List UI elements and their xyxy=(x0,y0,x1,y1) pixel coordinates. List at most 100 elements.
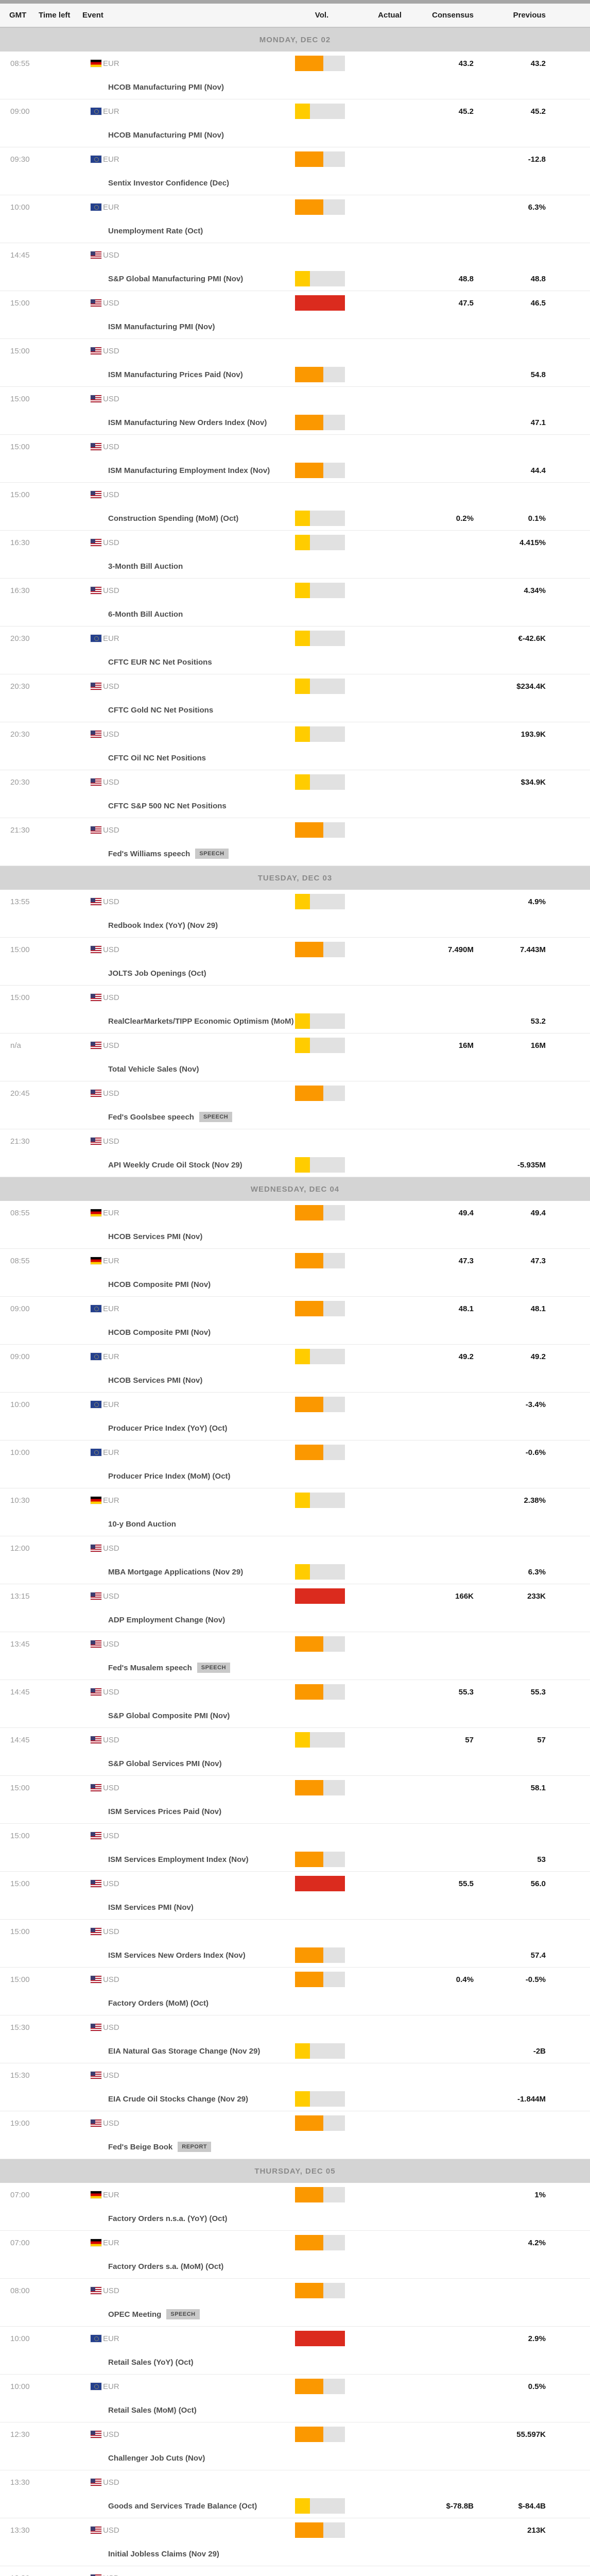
event-name[interactable]: Initial Jobless Claims (Nov 29) xyxy=(108,2549,219,2558)
event-name[interactable]: API Weekly Crude Oil Stock (Nov 29) xyxy=(108,1160,242,1170)
event-row[interactable]: 14:45 USD S&P Global Manufacturing PMI (No… xyxy=(0,243,590,291)
event-row[interactable]: 15:00 USD ISM Services Prices Paid (Nov) 58… xyxy=(0,1776,590,1824)
event-name[interactable]: ISM Services Prices Paid (Nov) xyxy=(108,1807,222,1816)
event-row[interactable]: 10:00 EUR Retail Sales (MoM) (Oct) 0.5% xyxy=(0,2375,590,2422)
event-name[interactable]: Producer Price Index (MoM) (Oct) xyxy=(108,1471,231,1481)
event-row[interactable]: 15:00 USD ISM Services New Orders Index (N… xyxy=(0,1920,590,1968)
event-name[interactable]: S&P Global Services PMI (Nov) xyxy=(108,1759,222,1768)
event-row[interactable]: 14:45 USD S&P Global Composite PMI (Nov) 55… xyxy=(0,1680,590,1728)
event-row[interactable]: 13:45 USD Fed's Musalem speech SPEECH xyxy=(0,1632,590,1680)
event-row[interactable]: 10:00 EUR Retail Sales (YoY) (Oct) 2.9% xyxy=(0,2327,590,2375)
event-row[interactable]: 10:30 EUR 10-y Bond Auction 2.38% xyxy=(0,1488,590,1536)
event-name[interactable]: JOLTS Job Openings (Oct) xyxy=(108,969,206,978)
event-row[interactable]: 20:30 USD CFTC Gold NC Net Positions $234.4… xyxy=(0,674,590,722)
event-name[interactable]: Factory Orders n.s.a. (YoY) (Oct) xyxy=(108,2214,228,2223)
event-name[interactable]: HCOB Manufacturing PMI (Nov) xyxy=(108,82,224,92)
event-name[interactable]: Construction Spending (MoM) (Oct) xyxy=(108,514,239,523)
event-name[interactable]: ISM Manufacturing New Orders Index (Nov) xyxy=(108,418,267,427)
event-name[interactable]: Challenger Job Cuts (Nov) xyxy=(108,2453,205,2463)
event-row[interactable]: 09:00 EUR HCOB Manufacturing PMI (Nov) 45.2… xyxy=(0,99,590,147)
event-row[interactable]: 15:00 USD ISM Manufacturing Employment Ind… xyxy=(0,435,590,483)
event-row[interactable]: 14:45 USD S&P Global Services PMI (Nov) 57 5… xyxy=(0,1728,590,1776)
event-row[interactable]: 19:00 USD Fed's Beige Book REPORT xyxy=(0,2111,590,2159)
event-row[interactable]: 09:00 EUR HCOB Composite PMI (Nov) 48.1 48.1 xyxy=(0,1297,590,1345)
event-name[interactable]: EIA Natural Gas Storage Change (Nov 29) xyxy=(108,2046,261,2056)
event-name[interactable]: Retail Sales (YoY) (Oct) xyxy=(108,2358,194,2367)
event-name[interactable]: 3-Month Bill Auction xyxy=(108,562,183,571)
event-row[interactable]: 10:00 EUR Unemployment Rate (Oct) 6.3% xyxy=(0,195,590,243)
event-row[interactable]: 10:00 EUR Producer Price Index (MoM) (Oct)… xyxy=(0,1440,590,1488)
event-row[interactable]: 15:30 USD EIA Natural Gas Storage Change (… xyxy=(0,2015,590,2063)
event-row[interactable]: 16:30 USD 6-Month Bill Auction 4.34% xyxy=(0,579,590,626)
event-name[interactable]: CFTC EUR NC Net Positions xyxy=(108,657,212,667)
event-name[interactable]: ISM Manufacturing PMI (Nov) xyxy=(108,322,215,331)
event-row[interactable]: 21:30 USD API Weekly Crude Oil Stock (Nov … xyxy=(0,1129,590,1177)
event-row[interactable]: 20:30 USD CFTC Oil NC Net Positions 193.9K xyxy=(0,722,590,770)
event-row[interactable]: 13:55 USD Redbook Index (YoY) (Nov 29) 4.9% xyxy=(0,890,590,938)
event-name[interactable]: Redbook Index (YoY) (Nov 29) xyxy=(108,921,218,930)
event-row[interactable]: 15:00 USD Construction Spending (MoM) (Oct… xyxy=(0,483,590,531)
event-row[interactable]: 09:00 EUR HCOB Services PMI (Nov) 49.2 49.2 xyxy=(0,1345,590,1393)
event-row[interactable]: 15:00 USD RealClearMarkets/TIPP Economic O… xyxy=(0,986,590,1033)
event-name[interactable]: CFTC Oil NC Net Positions xyxy=(108,753,206,762)
event-row[interactable]: 13:30 USD Initial Jobless Claims (Nov 29) 2… xyxy=(0,2518,590,2566)
event-row[interactable]: 12:00 USD MBA Mortgage Applications (Nov 2… xyxy=(0,1536,590,1584)
event-row[interactable]: 16:30 USD 3-Month Bill Auction 4.415% xyxy=(0,531,590,579)
event-row[interactable]: 20:45 USD Fed's Goolsbee speech SPEECH xyxy=(0,1081,590,1129)
event-name[interactable]: Sentix Investor Confidence (Dec) xyxy=(108,178,230,188)
event-row[interactable]: 08:55 EUR HCOB Services PMI (Nov) 49.4 49.4 xyxy=(0,1201,590,1249)
event-name[interactable]: Retail Sales (MoM) (Oct) xyxy=(108,2405,197,2415)
event-row[interactable]: 21:30 USD Fed's Williams speech SPEECH xyxy=(0,818,590,866)
event-name[interactable]: HCOB Composite PMI (Nov) xyxy=(108,1280,211,1289)
event-name[interactable]: S&P Global Manufacturing PMI (Nov) xyxy=(108,274,244,283)
event-row[interactable]: 09:30 EUR Sentix Investor Confidence (Dec)… xyxy=(0,147,590,195)
event-row[interactable]: 07:00 EUR Factory Orders n.s.a. (YoY) (Oct… xyxy=(0,2183,590,2231)
event-name[interactable]: 6-Month Bill Auction xyxy=(108,609,183,619)
event-name[interactable]: EIA Crude Oil Stocks Change (Nov 29) xyxy=(108,2094,248,2104)
event-name[interactable]: ISM Manufacturing Employment Index (Nov) xyxy=(108,466,270,475)
event-row[interactable]: 15:00 USD ISM Manufacturing New Orders Ind… xyxy=(0,387,590,435)
event-name[interactable]: MBA Mortgage Applications (Nov 29) xyxy=(108,1567,244,1577)
event-row[interactable]: 15:00 USD Factory Orders (MoM) (Oct) 0.4% -0… xyxy=(0,1968,590,2015)
event-name[interactable]: ISM Services PMI (Nov) xyxy=(108,1903,194,1912)
event-name[interactable]: Fed's Musalem speech xyxy=(108,1663,192,1672)
event-name[interactable]: 10-y Bond Auction xyxy=(108,1519,176,1529)
event-name[interactable]: HCOB Services PMI (Nov) xyxy=(108,1232,203,1241)
event-row[interactable]: 15:00 USD ISM Services Employment Index (N… xyxy=(0,1824,590,1872)
event-name[interactable]: Factory Orders s.a. (MoM) (Oct) xyxy=(108,2262,224,2271)
event-row[interactable]: n/a USD Total Vehicle Sales (Nov) 16M 16M xyxy=(0,1033,590,1081)
event-name[interactable]: ADP Employment Change (Nov) xyxy=(108,1615,225,1624)
event-row[interactable]: 15:00 USD ISM Manufacturing PMI (Nov) 47.5 4… xyxy=(0,291,590,339)
event-row[interactable]: 10:00 EUR Producer Price Index (YoY) (Oct)… xyxy=(0,1393,590,1440)
event-row[interactable]: 12:30 USD Challenger Job Cuts (Nov) 55.597K xyxy=(0,2422,590,2470)
event-name[interactable]: Factory Orders (MoM) (Oct) xyxy=(108,1998,209,2008)
event-name[interactable]: CFTC Gold NC Net Positions xyxy=(108,705,214,715)
event-row[interactable]: 13:15 USD ADP Employment Change (Nov) 166K 2… xyxy=(0,1584,590,1632)
event-name[interactable]: RealClearMarkets/TIPP Economic Optimism … xyxy=(108,1016,316,1026)
event-row[interactable]: 15:30 USD EIA Crude Oil Stocks Change (Nov… xyxy=(0,2063,590,2111)
event-row[interactable]: 15:00 USD JOLTS Job Openings (Oct) 7.490M 7.… xyxy=(0,938,590,986)
event-name[interactable]: Fed's Williams speech xyxy=(108,849,190,858)
event-row[interactable]: 08:55 EUR HCOB Manufacturing PMI (Nov) 43.2… xyxy=(0,52,590,99)
event-name[interactable]: Total Vehicle Sales (Nov) xyxy=(108,1064,199,1074)
event-name[interactable]: ISM Manufacturing Prices Paid (Nov) xyxy=(108,370,243,379)
event-row[interactable]: 08:55 EUR HCOB Composite PMI (Nov) 47.3 47.3 xyxy=(0,1249,590,1297)
event-row[interactable]: 20:30 EUR CFTC EUR NC Net Positions €-42.6K xyxy=(0,626,590,674)
event-name[interactable]: Fed's Goolsbee speech xyxy=(108,1112,194,1122)
event-name[interactable]: HCOB Services PMI (Nov) xyxy=(108,1376,203,1385)
event-row[interactable]: 15:00 USD ISM Manufacturing Prices Paid (N… xyxy=(0,339,590,387)
event-row[interactable]: 15:00 USD ISM Services PMI (Nov) 55.5 56.0 xyxy=(0,1872,590,1920)
event-row[interactable]: 08:00 USD OPEC Meeting SPEECH xyxy=(0,2279,590,2327)
event-name[interactable]: Producer Price Index (YoY) (Oct) xyxy=(108,1423,228,1433)
event-name[interactable]: ISM Services New Orders Index (Nov) xyxy=(108,1951,246,1960)
event-name[interactable]: ISM Services Employment Index (Nov) xyxy=(108,1855,249,1864)
event-name[interactable]: HCOB Manufacturing PMI (Nov) xyxy=(108,130,224,140)
event-name[interactable]: Unemployment Rate (Oct) xyxy=(108,226,203,235)
event-name[interactable]: CFTC S&P 500 NC Net Positions xyxy=(108,801,227,810)
event-name[interactable]: HCOB Composite PMI (Nov) xyxy=(108,1328,211,1337)
event-row[interactable]: 13:30 USD Goods and Services Trade Balance… xyxy=(0,2470,590,2518)
event-name[interactable]: S&P Global Composite PMI (Nov) xyxy=(108,1711,230,1720)
event-row[interactable]: 07:00 EUR Factory Orders s.a. (MoM) (Oct) 4… xyxy=(0,2231,590,2279)
event-name[interactable]: Goods and Services Trade Balance (Oct) xyxy=(108,2501,257,2511)
